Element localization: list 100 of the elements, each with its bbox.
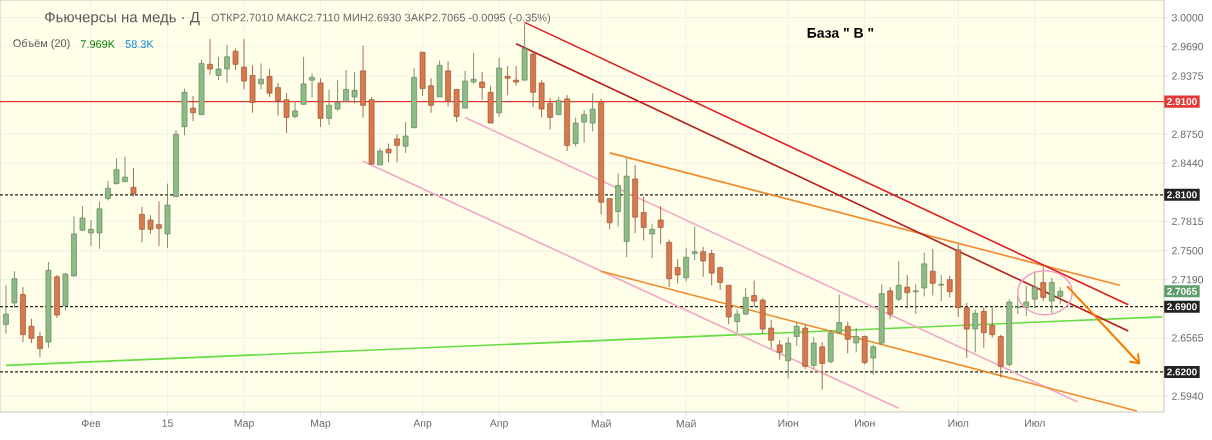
y-tick-label: 2.7815 (1172, 217, 1204, 226)
y-tick-label: 2.7500 (1172, 247, 1204, 255)
annotation: Объём (20) (13, 38, 70, 50)
candlestick (963, 302, 970, 359)
candlestick (895, 260, 902, 302)
candlestick (589, 92, 596, 132)
candlestick (700, 246, 707, 278)
x-tick-label: Июл (1025, 419, 1045, 427)
candlestick (266, 68, 273, 98)
candlestick (122, 156, 128, 183)
candlestick (37, 331, 43, 358)
y-tick-label: 2.5940 (1172, 392, 1204, 400)
y-tick-label: 3.0000 (1171, 14, 1204, 22)
x-tick-label: Июн (855, 419, 875, 427)
ref-line-label: 2.6900 (1167, 303, 1197, 311)
candlestick (751, 280, 758, 308)
candlestick (385, 143, 392, 163)
candlestick (1014, 295, 1021, 315)
candlestick (1040, 266, 1047, 302)
candlestick (810, 337, 817, 370)
candlestick (785, 337, 792, 379)
annotation: 2.7065 (1167, 287, 1197, 295)
candlestick (130, 167, 137, 198)
candlestick (649, 223, 655, 259)
text: ОТКР2.7010 МАКС2.7110 МИН2.6930 ЗАКР2.7065 -0.0095 (-0.35%) (211, 13, 551, 24)
candlestick (819, 341, 826, 391)
y-tick-label: 2.8750 (1172, 130, 1204, 138)
candlestick (147, 214, 154, 235)
ref-line-label: 2.8100 (1167, 191, 1197, 199)
annotation: База " В " (807, 28, 874, 38)
candlestick (674, 258, 681, 284)
x-tick-label: 15 (162, 419, 173, 427)
candlestick (734, 309, 741, 334)
candlestick (1031, 270, 1038, 309)
candlestick (283, 92, 290, 134)
x-tick-label: Фев (81, 419, 101, 427)
candlestick (683, 247, 690, 282)
candlestick (207, 38, 213, 75)
candlestick (292, 101, 298, 119)
candlestick (504, 65, 511, 96)
candlestick (972, 309, 979, 353)
x-tick-label: Май (591, 419, 611, 428)
candlestick (989, 307, 996, 338)
candlestick (708, 249, 715, 286)
candlestick (1048, 277, 1055, 314)
candlestick (938, 274, 945, 302)
candlestick (351, 71, 358, 104)
candlestick (334, 79, 341, 112)
candlestick (768, 319, 775, 350)
candlestick (79, 205, 86, 232)
candlestick (139, 206, 145, 243)
candlestick (156, 200, 162, 247)
ref-line-label: 2.9100 (1167, 98, 1197, 106)
y-tick-label: 2.6565 (1172, 334, 1204, 342)
candlestick (513, 65, 519, 87)
candlestick (343, 69, 349, 102)
candlestick (28, 318, 35, 344)
candlestick (946, 275, 953, 298)
y-tick-label: 2.8440 (1172, 159, 1204, 167)
candlestick (232, 48, 239, 71)
annotation: 58.3K (125, 40, 154, 48)
ref-line-label: 2.6200 (1167, 368, 1197, 376)
candlestick (258, 62, 264, 90)
y-tick-label: 2.9375 (1172, 72, 1204, 80)
candlestick (980, 307, 987, 349)
candlestick (105, 180, 111, 201)
candlestick (870, 344, 877, 376)
candlestick (309, 73, 315, 99)
candlestick (402, 121, 409, 154)
x-tick-label: Апр (489, 419, 508, 429)
candlestick (904, 274, 911, 309)
candlestick (742, 287, 749, 316)
candlestick (326, 89, 332, 126)
candlestick (428, 77, 434, 114)
candlestick (887, 286, 894, 320)
candlestick (929, 248, 936, 296)
text: Фьючерсы на медь · Д (45, 11, 200, 26)
candlestick (640, 196, 647, 241)
x-tick-label: Июл (948, 419, 969, 427)
x-tick-label: Июн (778, 419, 799, 427)
candlestick (547, 97, 553, 130)
candlestick (912, 283, 919, 315)
candlestick (300, 56, 307, 105)
candlestick (190, 95, 196, 122)
x-tick-label: Мар (311, 419, 331, 429)
x-tick-label: Мар (234, 419, 254, 429)
candlestick (241, 38, 247, 90)
candlestick (776, 339, 783, 361)
candlestick (479, 71, 485, 101)
candlestick (836, 294, 843, 335)
candlestick (793, 322, 800, 347)
candlestick (581, 109, 587, 144)
candlestick (3, 284, 9, 335)
annotation: 7.969K (80, 40, 115, 48)
candlestick (844, 321, 851, 354)
y-tick-label: 2.7190 (1172, 275, 1204, 284)
candlestick (572, 117, 579, 147)
candlestick (853, 327, 860, 353)
candlestick (470, 52, 477, 85)
candlestick (113, 158, 120, 185)
